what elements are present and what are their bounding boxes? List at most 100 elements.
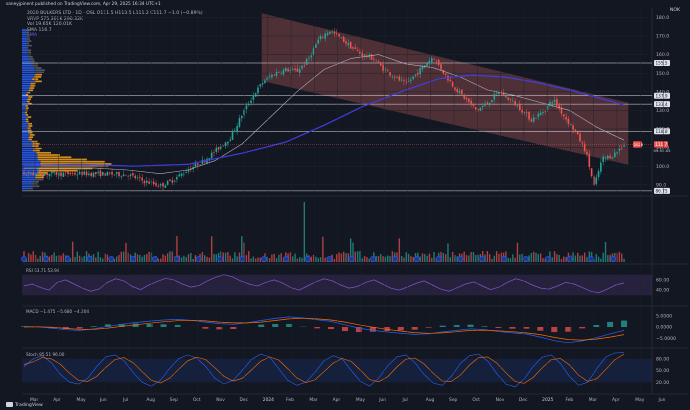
candle-body [171,180,174,183]
volume-bar [71,241,74,262]
volume-bar [319,257,322,262]
volume-bar [106,254,109,262]
candle-body [567,118,570,124]
volume-bar [558,254,560,262]
volume-bar [162,254,164,262]
macd-histogram-bar [355,327,362,333]
profile-row-sell [26,31,30,34]
candle-body [213,152,215,153]
level-tag-2 [654,101,670,108]
volume-bar [245,255,248,262]
profile-row-sell [37,158,87,161]
volume-bar [227,251,229,262]
candle-body [41,175,44,177]
volume-bar [164,255,167,262]
candle-body [463,94,465,99]
volume-bar [456,256,458,262]
macd-histogram-bar [523,327,530,329]
volume-bar [48,256,51,262]
profile-row-sell [36,151,51,154]
candle-body [90,172,92,176]
x-label-24: Mar [589,397,597,403]
x-label-20: Nov [496,397,505,403]
profile-row-sell [36,69,45,72]
candle-body [69,172,72,175]
volume-bar [180,257,183,262]
candle-body [315,44,317,48]
volume-bar [122,251,125,262]
volume-bar [549,251,551,262]
profile-row-sell [26,100,30,103]
profile-row-sell [27,29,31,31]
volume-bar [118,254,120,262]
profile-row-buy [22,44,29,47]
x-label-11: Feb [286,397,294,403]
candle-body [342,36,345,43]
profile-row-sell [31,62,38,65]
y-tick-90: 90.0 [656,182,666,188]
macd-histogram-bar [439,325,446,327]
macd-histogram-bar [453,324,460,327]
profile-row-buy [22,145,33,147]
profile-row-sell [31,183,38,185]
event-marker-icon [610,256,617,262]
candle-body [92,172,95,177]
candle-body [32,172,35,175]
volume-bar [528,255,530,262]
candle-body [421,66,424,70]
macd-series-1 [23,317,625,341]
profile-row-buy [22,84,31,87]
volume-bar [53,252,55,262]
candle-body [419,68,421,75]
candle-body [27,171,30,174]
candle-body [190,169,192,171]
candle-body [470,100,472,104]
candle-body [437,59,440,65]
volume-bar [491,258,493,262]
profile-row-sell [25,105,28,107]
x-label-15: Jun [378,397,386,403]
candle-body [183,173,185,175]
candle-body [227,141,229,144]
volume-bar [303,202,306,262]
candle-body [194,163,197,167]
profile-row-sell [26,35,30,38]
candle-body [210,152,213,159]
profile-row-sell [38,167,93,170]
candle-body [507,97,510,100]
candle-body [129,174,132,176]
volume-bar [361,258,363,262]
event-marker-icon [173,256,180,262]
volume-bar [231,258,234,262]
event-marker-icon [108,256,115,262]
candle-body [104,173,106,176]
volume-bar [317,257,319,262]
profile-row-buy [22,176,36,179]
volume-bar [148,251,150,262]
candle-body [551,102,554,104]
candle-body [417,73,419,75]
macd-histogram-bar [48,327,55,329]
profile-row-buy [22,180,33,183]
candle-body [95,172,97,175]
volume-bar [338,252,340,262]
candle-body [308,57,310,59]
candle-body [301,65,303,69]
candle-body [352,47,354,49]
volume-bar [60,255,62,262]
volume-bar [451,251,454,262]
profile-row-buy [22,143,33,145]
event-marker-icon [413,256,420,262]
macd-histogram-bar [369,327,376,332]
x-label-14: May [356,397,365,403]
candle-body [122,174,125,177]
candle-body [271,74,273,78]
profile-row-buy [22,100,27,103]
y-tick-170: 170.0 [656,34,669,40]
profile-row-sell [29,58,34,60]
stoch-legend: Stoch 95.51 96.00 [26,352,65,357]
candle-body [208,158,211,161]
profile-row-buy [22,183,32,185]
volume-bar [588,251,590,262]
